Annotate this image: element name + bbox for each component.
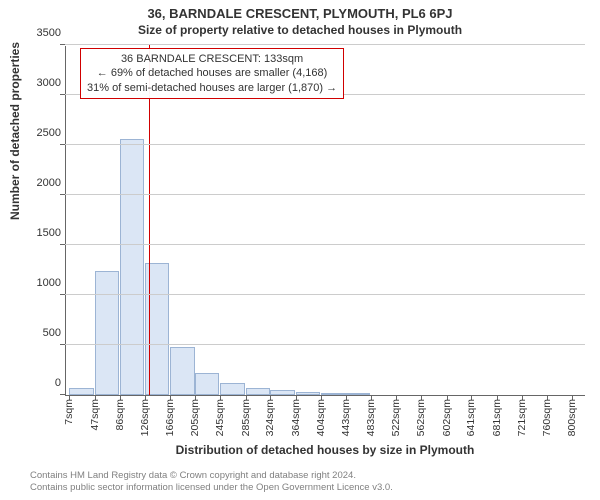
footer-line-1: Contains HM Land Registry data © Crown c… <box>30 470 393 482</box>
chart-container: 36, BARNDALE CRESCENT, PLYMOUTH, PL6 6PJ… <box>0 0 600 500</box>
xtick-label: 443sqm <box>340 395 352 436</box>
grid-line <box>65 44 585 45</box>
xtick-label: 205sqm <box>189 395 201 436</box>
xtick-label: 245sqm <box>214 395 226 436</box>
ytick-label: 500 <box>43 327 65 339</box>
histogram-bar <box>220 383 244 395</box>
xtick-label: 721sqm <box>516 395 528 436</box>
xtick-label: 47sqm <box>89 395 101 431</box>
ytick-label: 1500 <box>37 227 65 239</box>
ytick-mark <box>60 194 65 195</box>
histogram-bar <box>246 388 270 395</box>
ytick-label: 2500 <box>37 127 65 139</box>
grid-line <box>65 344 585 345</box>
xtick-label: 285sqm <box>240 395 252 436</box>
histogram-bar <box>69 388 93 395</box>
xtick-label: 522sqm <box>390 395 402 436</box>
xtick-label: 404sqm <box>315 395 327 436</box>
histogram-bar <box>170 347 194 395</box>
ytick-mark <box>60 294 65 295</box>
xtick-label: 681sqm <box>491 395 503 436</box>
ytick-label: 3000 <box>37 77 65 89</box>
ytick-label: 1000 <box>37 277 65 289</box>
footer-line-2: Contains public sector information licen… <box>30 482 393 494</box>
info-box: 36 BARNDALE CRESCENT: 133sqm ← 69% of de… <box>80 48 344 99</box>
histogram-bar <box>95 271 119 395</box>
ytick-mark <box>60 44 65 45</box>
info-line-1: 36 BARNDALE CRESCENT: 133sqm <box>87 52 337 66</box>
xtick-label: 364sqm <box>290 395 302 436</box>
ytick-mark <box>60 244 65 245</box>
info-line-3: 31% of semi-detached houses are larger (… <box>87 81 337 95</box>
xtick-label: 483sqm <box>365 395 377 436</box>
xtick-label: 86sqm <box>114 395 126 431</box>
histogram-bar <box>120 139 144 395</box>
xtick-label: 324sqm <box>264 395 276 436</box>
grid-line <box>65 244 585 245</box>
xtick-label: 166sqm <box>164 395 176 436</box>
xtick-label: 126sqm <box>139 395 151 436</box>
ytick-mark <box>60 94 65 95</box>
xtick-label: 7sqm <box>63 395 75 425</box>
grid-line <box>65 194 585 195</box>
info-line-2: ← 69% of detached houses are smaller (4,… <box>87 66 337 80</box>
xtick-label: 602sqm <box>441 395 453 436</box>
title-subtitle: Size of property relative to detached ho… <box>0 21 600 37</box>
y-axis-label: Number of detached properties <box>8 42 22 220</box>
ytick-label: 3500 <box>37 27 65 39</box>
ytick-label: 2000 <box>37 177 65 189</box>
xtick-label: 562sqm <box>415 395 427 436</box>
grid-line <box>65 144 585 145</box>
ytick-label: 0 <box>55 377 65 389</box>
footer-attribution: Contains HM Land Registry data © Crown c… <box>30 470 393 494</box>
ytick-mark <box>60 344 65 345</box>
xtick-label: 760sqm <box>541 395 553 436</box>
grid-line <box>65 294 585 295</box>
histogram-bar <box>195 373 219 395</box>
xtick-label: 641sqm <box>465 395 477 436</box>
title-address: 36, BARNDALE CRESCENT, PLYMOUTH, PL6 6PJ <box>0 0 600 21</box>
xtick-label: 800sqm <box>566 395 578 436</box>
x-axis-label: Distribution of detached houses by size … <box>65 443 585 457</box>
ytick-mark <box>60 144 65 145</box>
